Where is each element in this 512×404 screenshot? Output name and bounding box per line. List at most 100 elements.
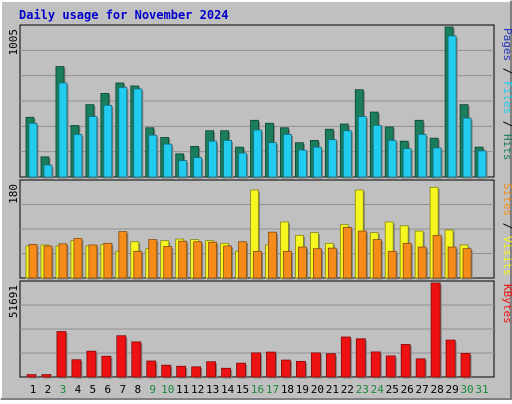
bar-sites xyxy=(402,242,413,280)
bar-files xyxy=(28,122,39,179)
bar-kbytes xyxy=(206,361,218,379)
bar-kbytes xyxy=(325,353,337,379)
bar-kbytes xyxy=(131,341,143,379)
bar-kbytes xyxy=(445,339,457,379)
bar-sites xyxy=(163,246,174,280)
bar-face xyxy=(163,143,173,178)
bar-kbytes xyxy=(251,352,263,379)
panel-visits-sites: 180 Sites / Visits xyxy=(7,179,512,280)
x-tick-label: 22 xyxy=(341,383,354,396)
bar-files xyxy=(447,35,458,179)
bar-sites xyxy=(417,246,428,280)
bar-sites xyxy=(283,250,293,280)
bar-kbytes xyxy=(310,352,322,379)
bar-face xyxy=(372,125,382,178)
bar-face xyxy=(415,358,426,378)
x-tick-label: 15 xyxy=(236,383,249,396)
bar-files xyxy=(223,140,234,179)
bar-files xyxy=(118,87,129,179)
bar-sites xyxy=(58,243,69,280)
bar-face xyxy=(43,245,53,279)
bar-files xyxy=(402,148,413,179)
bar-face xyxy=(400,344,411,378)
bar-face xyxy=(193,157,203,178)
bar-files xyxy=(208,140,219,179)
bar-face xyxy=(417,134,427,178)
bar-sites xyxy=(387,250,398,280)
bar-face xyxy=(73,134,83,178)
y-max-label: 51691 xyxy=(7,285,20,318)
legend-kbytes: KBytes xyxy=(501,284,512,324)
bar-face xyxy=(221,367,231,378)
bar-files xyxy=(462,117,473,179)
bar-face xyxy=(101,355,112,378)
bar-face xyxy=(161,364,172,378)
bar-face xyxy=(462,117,472,178)
bar-files xyxy=(133,88,144,179)
bar-sites xyxy=(118,231,129,280)
bar-face xyxy=(447,246,457,279)
bar-files xyxy=(432,147,443,179)
bar-face xyxy=(342,130,352,178)
legend-visits: Visits xyxy=(501,236,512,276)
bar-face xyxy=(417,246,427,279)
x-tick-label: 24 xyxy=(371,383,385,396)
bar-face xyxy=(432,234,442,279)
x-tick-label: 4 xyxy=(75,383,82,396)
bar-files xyxy=(268,142,278,179)
bar-face xyxy=(253,250,262,279)
bar-face xyxy=(58,82,68,178)
bar-kbytes xyxy=(370,351,382,379)
legend-files: Files xyxy=(501,81,512,114)
bar-face xyxy=(148,134,158,178)
x-tick-label: 10 xyxy=(161,383,174,396)
y-max-label: 180 xyxy=(7,184,20,204)
bar-sites xyxy=(88,244,99,280)
bar-sites xyxy=(223,245,234,280)
x-tick-label: 9 xyxy=(149,383,156,396)
bar-sites xyxy=(462,248,473,280)
bar-kbytes xyxy=(430,282,442,379)
chart-panels: 1005 Pages / Files / Hits 180 Sites / Visit… xyxy=(7,24,512,379)
legend-separator: / xyxy=(501,61,512,81)
bar-face xyxy=(298,246,307,279)
x-tick-label: 29 xyxy=(445,383,458,396)
bar-kbytes xyxy=(146,360,158,379)
bar-sites xyxy=(193,241,204,280)
bar-files xyxy=(387,140,398,179)
bar-sites xyxy=(148,239,159,280)
x-tick-label: 26 xyxy=(401,383,414,396)
bar-face xyxy=(402,148,412,178)
bar-sites xyxy=(312,248,323,280)
panel-legend: Sites / Visits xyxy=(501,183,512,276)
bar-face xyxy=(118,87,128,178)
bar-face xyxy=(281,359,291,378)
x-tick-label: 17 xyxy=(266,383,279,396)
x-tick-label: 27 xyxy=(416,383,429,396)
bar-face xyxy=(283,250,292,279)
x-tick-label: 8 xyxy=(134,383,141,396)
bar-sites xyxy=(73,238,84,280)
x-tick-label: 14 xyxy=(221,383,235,396)
bar-face xyxy=(268,142,277,178)
bar-kbytes xyxy=(385,355,397,379)
bar-sites xyxy=(253,250,264,280)
bar-face xyxy=(251,352,261,378)
bar-face xyxy=(355,338,366,378)
bar-kbytes xyxy=(415,358,427,379)
bar-face xyxy=(73,238,83,279)
x-tick-label: 23 xyxy=(356,383,369,396)
legend-separator: / xyxy=(501,216,512,236)
bar-sites xyxy=(342,226,353,280)
bar-kbytes xyxy=(340,336,352,379)
bar-files xyxy=(342,130,353,179)
bar-face xyxy=(327,139,337,178)
bar-face xyxy=(103,242,113,279)
x-tick-label: 28 xyxy=(431,383,444,396)
bar-kbytes xyxy=(86,350,98,379)
legend-sites: Sites xyxy=(501,183,512,216)
legend-hits: Hits xyxy=(501,134,512,161)
bar-face xyxy=(238,152,247,178)
bar-files xyxy=(417,134,428,179)
